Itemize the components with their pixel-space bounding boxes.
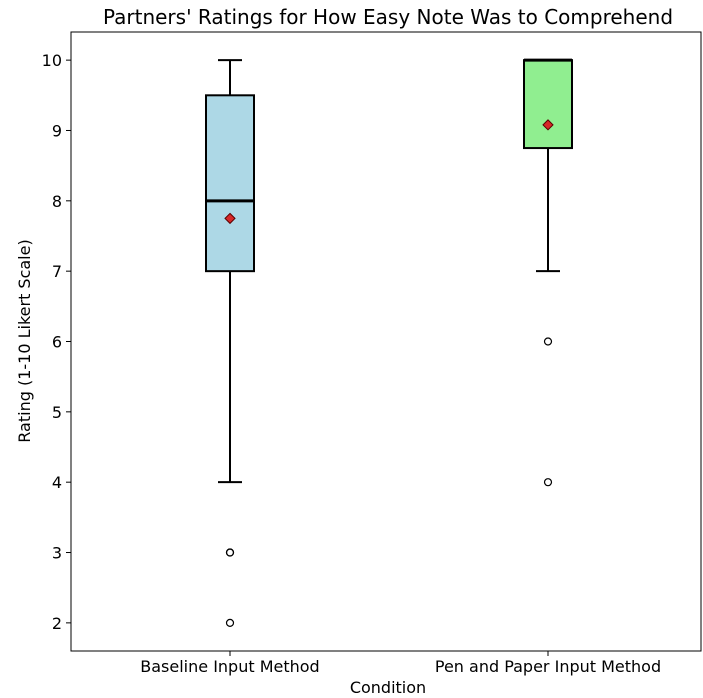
outlier-point — [227, 549, 234, 556]
y-tick-label: 2 — [52, 614, 62, 633]
x-tick-label: Baseline Input Method — [140, 657, 319, 676]
y-tick-label: 7 — [52, 262, 62, 281]
box-body — [206, 95, 254, 271]
box-baseline — [206, 60, 254, 626]
y-tick-label: 3 — [52, 544, 62, 563]
y-axis-title: Rating (1-10 Likert Scale) — [15, 239, 34, 442]
y-axis: 2 3 4 5 6 7 8 9 10 — [42, 51, 71, 633]
box-pen-and-paper — [524, 60, 572, 486]
outlier-point — [227, 619, 234, 626]
y-tick-label: 8 — [52, 192, 62, 211]
outlier-point — [545, 338, 552, 345]
chart-title: Partners' Ratings for How Easy Note Was … — [103, 5, 673, 29]
outlier-point — [545, 479, 552, 486]
x-axis-title: Condition — [350, 678, 426, 697]
y-tick-label: 6 — [52, 333, 62, 352]
y-tick-label: 5 — [52, 403, 62, 422]
plot-frame — [71, 32, 701, 651]
boxes-group — [206, 60, 572, 626]
y-tick-label: 9 — [52, 121, 62, 140]
box-body — [524, 60, 572, 148]
y-tick-label: 10 — [42, 51, 62, 70]
x-axis: Baseline Input Method Pen and Paper Input… — [140, 651, 661, 676]
y-tick-label: 4 — [52, 473, 62, 492]
x-tick-label: Pen and Paper Input Method — [435, 657, 661, 676]
